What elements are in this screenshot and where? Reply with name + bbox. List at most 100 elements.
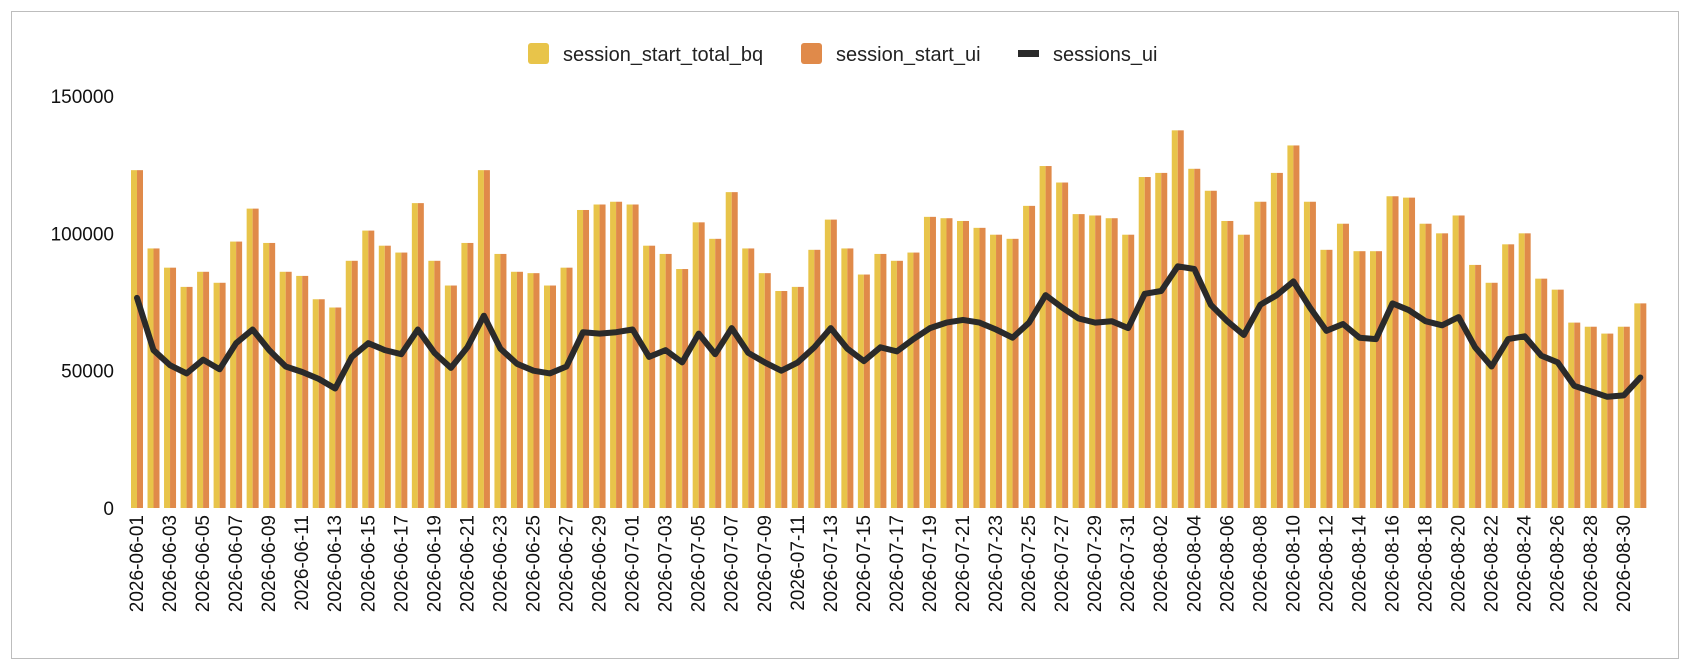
bar-session-start-ui: [1210, 190, 1217, 508]
bar-session-start-total-bq: [1634, 303, 1641, 508]
x-tick-label: 2026-06-11: [292, 515, 313, 611]
bar-session-start-ui: [665, 253, 672, 508]
x-tick-label: 2026-08-16: [1383, 515, 1404, 612]
bar-session-start-total-bq: [824, 219, 831, 508]
bar-session-start-ui: [236, 241, 243, 508]
bar-session-start-total-bq: [544, 285, 550, 508]
bar-session-start-total-bq: [1403, 197, 1410, 509]
legend-label: sessions_ui: [1053, 44, 1158, 66]
bar-session-start-ui: [219, 282, 226, 508]
bar-session-start-total-bq: [1336, 223, 1343, 508]
bar-session-start-total-bq: [1452, 215, 1459, 509]
bar-session-start-total-bq: [659, 253, 666, 508]
x-tick-label: 2026-06-17: [391, 515, 412, 612]
bar-session-start-total-bq: [593, 204, 600, 508]
bar-session-start-total-bq: [1188, 168, 1195, 508]
bar-session-start-total-bq: [411, 203, 418, 508]
bar-session-start-total-bq: [1485, 282, 1492, 508]
bar-session-start-ui: [384, 245, 391, 508]
y-tick-label: 100000: [51, 224, 114, 245]
bar-session-start-ui: [599, 204, 606, 508]
bar-session-start-ui: [1293, 145, 1300, 508]
bar-session-start-total-bq: [626, 204, 633, 508]
bar-session-start-total-bq: [1584, 326, 1591, 508]
x-tick-label: 2026-08-12: [1316, 515, 1337, 612]
x-tick-label: 2026-08-28: [1581, 515, 1602, 612]
legend: session_start_total_bq session_start_ui se…: [528, 43, 1158, 66]
bar-session-start-total-bq: [1221, 220, 1228, 508]
x-tick-label: 2026-07-01: [623, 515, 644, 612]
bar-session-start-ui: [533, 273, 540, 508]
bar-session-start-total-bq: [1535, 278, 1542, 508]
bar-session-start-total-bq: [923, 216, 930, 508]
bar-session-start-ui: [996, 234, 1003, 508]
bar-session-start-ui: [1276, 172, 1283, 508]
x-tick-label: 2026-07-15: [854, 515, 875, 612]
bar-session-start-total-bq: [1518, 233, 1525, 509]
bar-session-start-total-bq: [857, 274, 864, 508]
bar-session-start-ui: [1425, 223, 1432, 508]
bar-session-start-total-bq: [345, 260, 352, 508]
bar-session-start-total-bq: [197, 271, 204, 508]
bar-session-start-ui: [1128, 234, 1135, 508]
bar-session-start-ui: [137, 170, 143, 508]
bar-session-start-ui: [715, 238, 722, 508]
bar-session-start-total-bq: [957, 220, 963, 508]
bar-session-start-ui: [731, 192, 738, 508]
bar-session-start-total-bq: [1204, 190, 1211, 508]
bar-session-start-total-bq: [709, 238, 716, 508]
x-tick-label: 2026-07-13: [821, 515, 842, 612]
bar-session-start-ui: [500, 253, 507, 508]
bar-session-start-ui: [1376, 251, 1382, 509]
bar-session-start-ui: [1574, 322, 1581, 508]
x-tick-label: 2026-07-19: [920, 515, 941, 612]
bar-session-start-ui: [1243, 234, 1250, 508]
x-tick-label: 2026-08-08: [1250, 515, 1271, 612]
x-tick-label: 2026-08-04: [1184, 515, 1205, 613]
x-tick-label: 2026-06-01: [127, 515, 148, 612]
x-tick-label: 2026-08-26: [1548, 515, 1569, 612]
bar-session-start-total-bq: [131, 170, 137, 508]
bar-session-start-total-bq: [279, 271, 286, 508]
bar-session-start-total-bq: [1419, 223, 1426, 508]
bar-session-start-total-bq: [180, 286, 187, 508]
bar-session-start-total-bq: [676, 269, 683, 508]
bar-session-start-total-bq: [907, 252, 914, 508]
bar-session-start-total-bq: [775, 291, 782, 508]
bar-session-start-ui: [467, 242, 474, 509]
bar-session-start-total-bq: [1105, 218, 1112, 508]
bar-session-start-ui: [1342, 223, 1349, 508]
bar-session-start-ui: [748, 248, 755, 508]
x-tick-label: 2026-06-29: [590, 515, 611, 612]
bar-session-start-ui: [797, 286, 804, 508]
bar-session-start-total-bq: [1469, 264, 1476, 508]
bar-session-start-ui: [1392, 196, 1399, 508]
bar-session-start-ui: [781, 291, 788, 508]
line-layer: [134, 263, 1644, 400]
bar-session-start-ui: [1491, 282, 1498, 508]
x-tick-label: 2026-06-07: [226, 515, 247, 612]
bar-session-start-ui: [351, 260, 358, 508]
x-tick-label: 2026-07-09: [755, 515, 776, 612]
bar-session-start-total-bq: [1056, 182, 1063, 508]
bar-session-start-ui: [450, 285, 457, 508]
x-tick-label: 2026-06-19: [424, 515, 445, 612]
x-tick-label: 2026-07-27: [1052, 515, 1073, 612]
bar-session-start-total-bq: [1617, 326, 1624, 508]
x-tick-label: 2026-07-25: [1019, 515, 1040, 612]
bar-session-start-total-bq: [643, 245, 650, 508]
bar-session-start-ui: [252, 208, 259, 508]
bar-session-start-total-bq: [1122, 234, 1129, 508]
bar-session-start-ui: [1078, 214, 1085, 508]
bar-session-start-total-bq: [1237, 234, 1244, 508]
bar-session-start-ui: [335, 307, 342, 508]
bar-session-start-total-bq: [312, 299, 319, 508]
x-tick-label: 2026-07-07: [722, 515, 743, 612]
x-axis: 2026-06-01 2026-06-03 2026-06-05 2026-06-07…: [127, 515, 1635, 613]
x-tick-label: 2026-08-20: [1449, 515, 1470, 612]
bar-session-start-total-bq: [610, 201, 617, 508]
bar-session-start-ui: [880, 253, 887, 508]
bar-session-start-ui: [170, 267, 177, 508]
bar-session-start-ui: [1144, 177, 1151, 508]
bar-session-start-ui: [649, 245, 656, 508]
